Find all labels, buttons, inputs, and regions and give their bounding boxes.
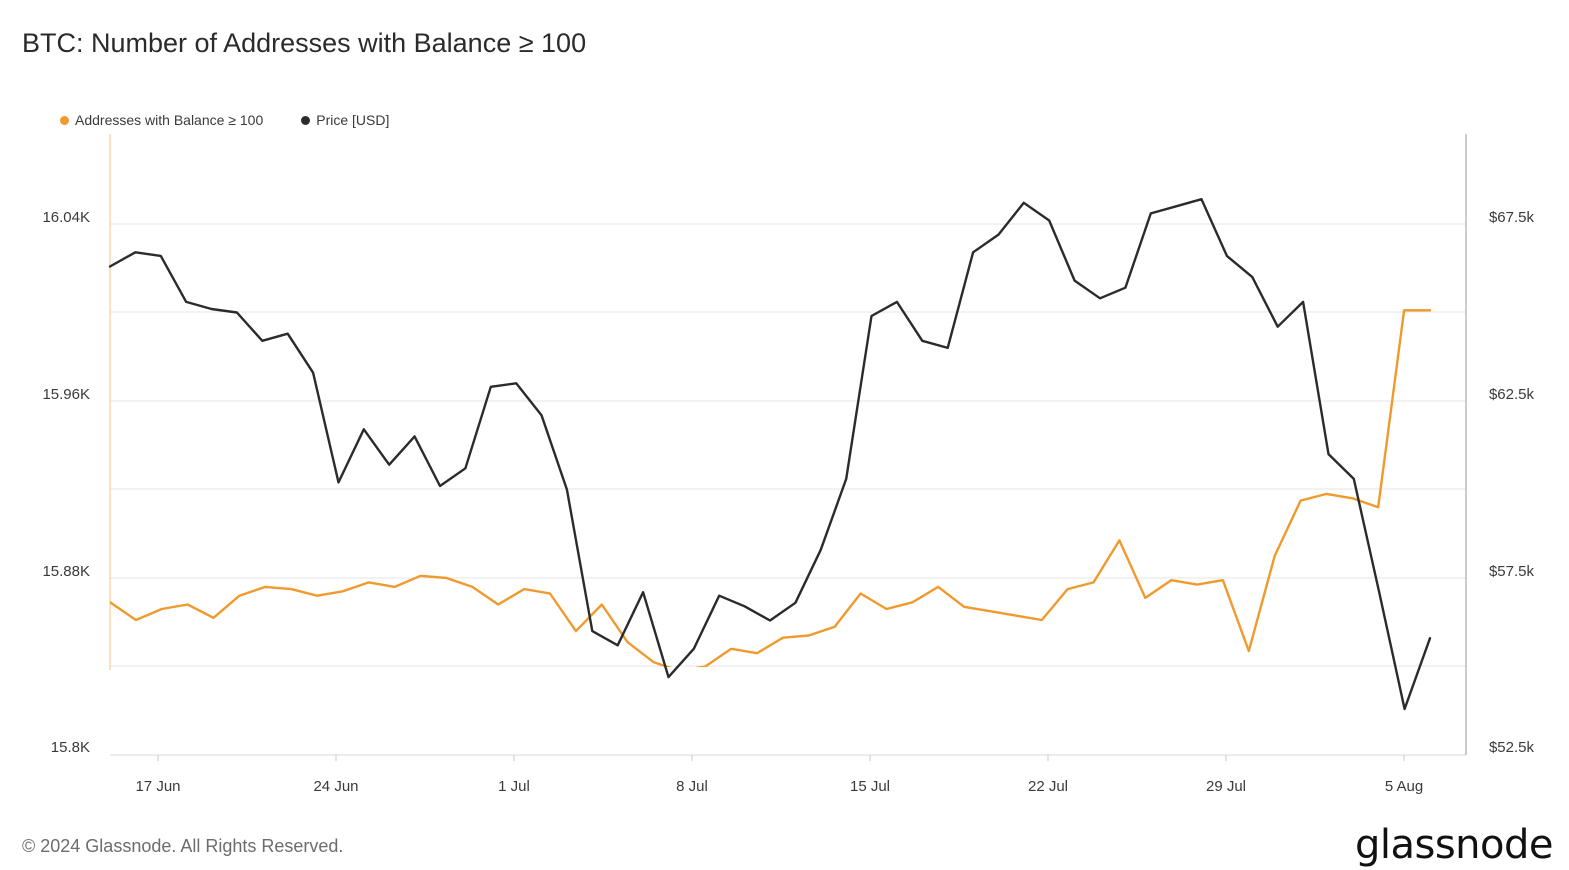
y-left-tick-1: 15.96K (42, 386, 90, 403)
chart-title: BTC: Number of Addresses with Balance ≥ … (22, 28, 587, 58)
x-tick-label-0: 17 Jun (135, 778, 180, 795)
x-tick-label-7: 5 Aug (1385, 778, 1423, 795)
x-tick-label-2: 1 Jul (498, 778, 530, 795)
series-line-addresses (110, 309, 1432, 667)
x-tick-label-1: 24 Jun (313, 778, 358, 795)
glassnode-logo: glassnode (1354, 822, 1554, 868)
y-right-tick-1: $62.5k (1489, 386, 1535, 403)
legend-dot-dark-icon (301, 115, 311, 125)
legend-dot-orange-icon (60, 115, 69, 125)
y-right-tick-0: $67.5k (1489, 209, 1535, 226)
y-right-tick-3: $52.5k (1489, 739, 1535, 756)
copyright-text: © 2024 Glassnode. All Rights Reserved. (22, 836, 344, 856)
x-tick-label-4: 15 Jul (850, 778, 890, 795)
y-left-tick-2: 15.88K (42, 563, 90, 580)
legend-item-price[interactable]: Price [USD] (301, 112, 389, 128)
legend: Addresses with Balance ≥ 100 Price [USD] (60, 112, 389, 128)
x-tick-label-5: 22 Jul (1028, 778, 1068, 795)
series-line-price (108, 197, 1432, 711)
y-left-tick-0: 16.04K (42, 209, 90, 226)
x-tick-label-3: 8 Jul (676, 778, 708, 795)
y-right-tick-2: $57.5k (1489, 563, 1535, 580)
y-left-tick-3: 15.8K (51, 739, 90, 756)
legend-label-addresses: Addresses with Balance ≥ 100 (75, 112, 264, 128)
legend-label-price: Price [USD] (316, 112, 390, 128)
legend-item-addresses[interactable]: Addresses with Balance ≥ 100 (60, 112, 263, 128)
x-tick-label-6: 29 Jul (1206, 778, 1246, 795)
